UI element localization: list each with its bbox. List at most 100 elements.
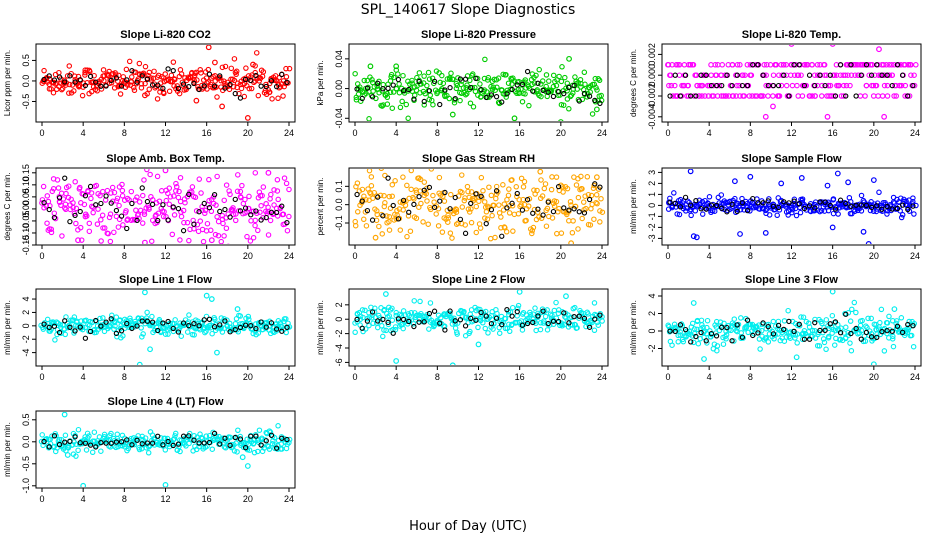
reference-point [67, 324, 73, 330]
series-point [174, 83, 181, 89]
reference-point [868, 72, 875, 78]
series-point [503, 71, 509, 78]
series-point [886, 313, 892, 320]
series-point [459, 172, 465, 178]
series-point [907, 62, 913, 68]
series-point [485, 330, 491, 336]
series-point [46, 76, 53, 82]
series-point [233, 440, 239, 446]
series-point [564, 185, 571, 192]
series-point [420, 80, 427, 86]
reference-point [473, 75, 479, 82]
reference-point [237, 436, 244, 442]
reference-point [263, 214, 269, 221]
reference-point [571, 82, 577, 89]
reference-point [535, 206, 541, 212]
series-point [381, 327, 387, 333]
series-point [127, 315, 133, 321]
reference-point [586, 324, 593, 330]
series-point [889, 62, 895, 68]
reference-point [478, 309, 484, 316]
reference-point [268, 432, 275, 438]
reference-point [812, 320, 818, 326]
series-point [286, 436, 293, 443]
reference-point [540, 308, 546, 314]
reference-point [191, 221, 197, 227]
reference-point [431, 78, 438, 85]
reference-point [385, 319, 391, 326]
series-point [381, 203, 388, 210]
series-point [386, 227, 393, 233]
series-point [482, 56, 488, 63]
x-tick-label: 24 [910, 128, 920, 138]
series-point [393, 85, 400, 92]
series-point [705, 93, 712, 99]
series-point [123, 208, 129, 214]
series-point [41, 67, 47, 74]
reference-point [868, 204, 875, 211]
reference-point [406, 318, 412, 325]
series-point [51, 210, 58, 216]
series-point [56, 436, 63, 443]
series-point [206, 197, 212, 204]
reference-point [677, 322, 684, 328]
series-point [764, 62, 770, 68]
reference-point [555, 183, 562, 190]
series-point [124, 82, 131, 88]
series-point [741, 93, 747, 99]
series-point [714, 343, 721, 349]
series-point [48, 229, 55, 236]
reference-point [545, 320, 551, 327]
series-point [687, 62, 693, 68]
series-point [588, 205, 594, 212]
reference-point [442, 189, 448, 196]
outlier-point [219, 103, 226, 110]
series-point [765, 93, 771, 99]
series-point [157, 320, 164, 327]
series-point [449, 235, 455, 241]
outlier-point [449, 362, 456, 365]
series-point [237, 313, 244, 319]
x-tick-label: 16 [202, 128, 212, 138]
outlier-point [860, 228, 867, 235]
reference-point [550, 318, 557, 324]
reference-point [237, 95, 244, 101]
reference-point [237, 324, 244, 331]
reference-point [566, 320, 572, 326]
series-point [505, 192, 512, 199]
series-point [138, 81, 145, 87]
series-point [852, 72, 858, 78]
series-point [380, 333, 386, 340]
series-point [538, 177, 544, 183]
reference-point [129, 200, 135, 207]
reference-point [889, 206, 895, 212]
reference-point [400, 197, 407, 203]
series-point [567, 199, 574, 205]
series-point [781, 338, 788, 344]
x-tick-label: 20 [243, 372, 253, 382]
reference-point [509, 313, 515, 319]
series-point [176, 443, 182, 450]
series-point [533, 320, 539, 327]
reference-point [488, 321, 495, 327]
series-point [392, 178, 398, 184]
series-point [872, 72, 878, 78]
series-point [468, 219, 475, 226]
outlier-point [788, 45, 795, 47]
series-point [366, 169, 373, 174]
series-point [185, 74, 192, 80]
y-axis-label: ml/min per min. [629, 179, 638, 234]
reference-point [279, 71, 285, 78]
x-tick-label: 24 [910, 372, 920, 382]
series-point [898, 82, 905, 89]
series-point [474, 75, 481, 82]
outlier-point [142, 92, 148, 99]
reference-point [354, 191, 360, 198]
reference-point [884, 72, 890, 78]
reference-point [581, 210, 588, 216]
reference-point [796, 62, 802, 68]
series-point [101, 225, 108, 231]
series-point [548, 186, 555, 193]
series-point [247, 238, 254, 244]
